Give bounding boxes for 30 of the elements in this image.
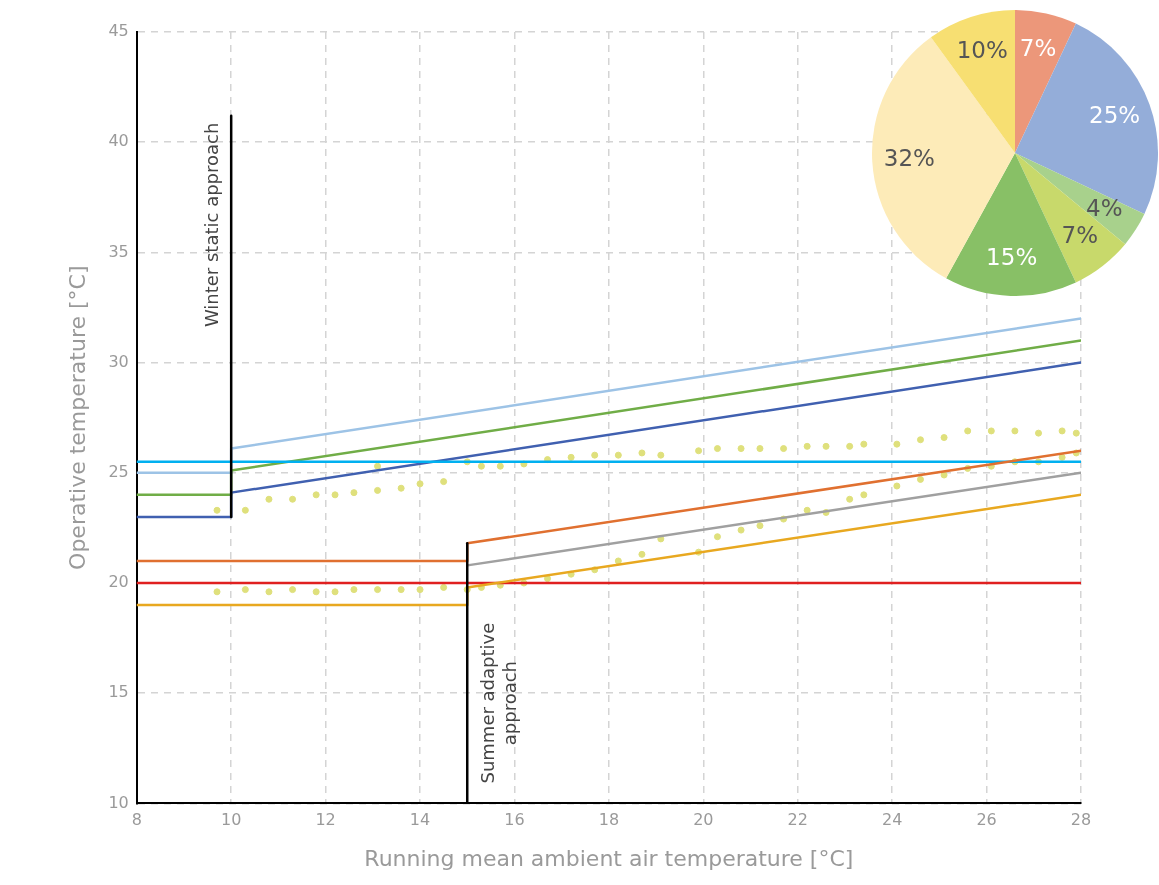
- data-label: 4%: [1086, 194, 1123, 221]
- x-tick-label: 10: [221, 810, 242, 830]
- y-tick-label: 45: [108, 21, 129, 41]
- x-tick-label: 18: [598, 810, 620, 830]
- y-axis-title: Operative temperature [°C]: [64, 265, 90, 570]
- x-axis-title: Running mean ambient air temperature [°C]: [364, 845, 854, 871]
- data-label: 32%: [883, 144, 935, 171]
- y-tick-label: 25: [108, 461, 129, 481]
- y-tick-label: 20: [108, 572, 129, 592]
- x-tick-label: 12: [315, 810, 336, 830]
- annotation: Winter static approach: [200, 122, 222, 328]
- data-label: 15%: [986, 243, 1038, 270]
- data-label: 7%: [1019, 34, 1057, 61]
- x-tick-label: 16: [504, 810, 525, 830]
- x-tick-label: 26: [976, 810, 997, 830]
- data-label: 25%: [1089, 102, 1141, 129]
- y-tick-label: 35: [108, 241, 129, 261]
- x-tick-label: 8: [131, 810, 142, 830]
- x-tick-label: 22: [787, 810, 808, 830]
- y-tick-label: 40: [108, 131, 129, 151]
- x-tick-label: 14: [409, 810, 431, 830]
- y-tick-label: 10: [108, 792, 129, 812]
- data-label: 10%: [956, 37, 1008, 64]
- data-label: 7%: [1061, 221, 1099, 248]
- x-tick-label: 24: [881, 810, 903, 830]
- y-tick-label: 30: [108, 351, 129, 371]
- annotation: Summer adaptive approach: [476, 622, 520, 784]
- x-tick-label: 20: [693, 810, 714, 830]
- y-tick-label: 15: [108, 682, 129, 702]
- x-tick-label: 28: [1070, 810, 1092, 830]
